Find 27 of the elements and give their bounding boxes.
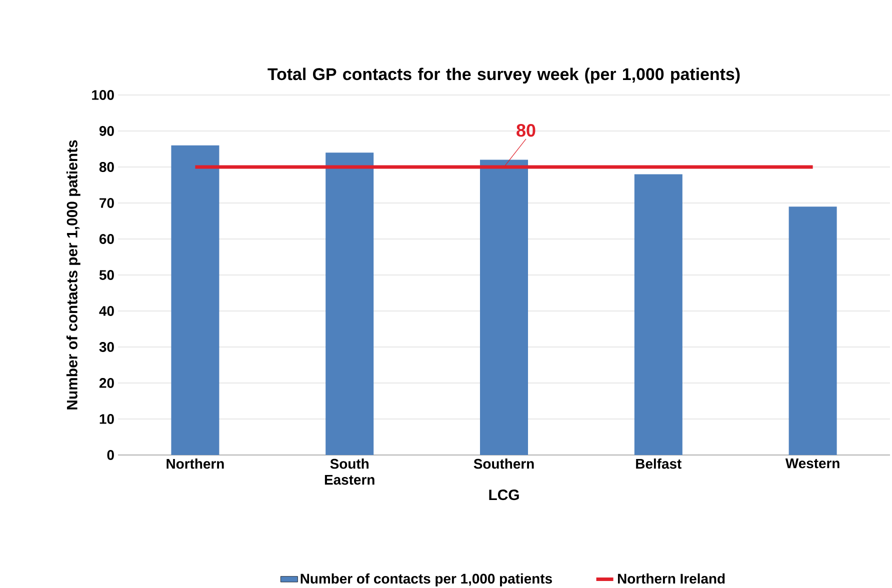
- x-tick-label: Belfast: [636, 458, 682, 469]
- y-tick-label: 10: [100, 414, 114, 424]
- y-tick-label: 0: [107, 450, 114, 460]
- y-tick-label: 60: [99, 234, 114, 244]
- legend-label: Number of contacts per 1,000 patients: [300, 573, 552, 586]
- y-tick-label: 20: [99, 378, 114, 388]
- annotation: 80: [516, 124, 536, 137]
- bar: [480, 160, 528, 455]
- y-tick-label: 50: [99, 270, 114, 280]
- x-tick-label: Western: [785, 458, 840, 468]
- y-tick-label: 100: [92, 90, 114, 100]
- y-tick-label: 90: [99, 126, 114, 136]
- bar: [171, 145, 220, 455]
- bar: [788, 206, 837, 455]
- x-tick-label: South Eastern: [324, 458, 374, 485]
- y-axis-title: Number of contacts per 1,000 patients: [66, 140, 80, 410]
- chart-title: Total GP contacts for the survey week (per 1,000 patients): [268, 68, 740, 84]
- bar: [326, 152, 374, 455]
- y-tick-label: 70: [100, 198, 114, 208]
- bar: [634, 174, 682, 455]
- legend-label: Northern Ireland: [618, 573, 725, 584]
- y-tick-label: 40: [99, 306, 114, 316]
- y-tick-label: 30: [99, 342, 114, 352]
- x-tick-label: Northern: [166, 458, 224, 469]
- y-tick-label: 80: [99, 162, 114, 172]
- x-tick-label: Southern: [474, 458, 534, 469]
- x-axis-title: LCG: [489, 490, 519, 500]
